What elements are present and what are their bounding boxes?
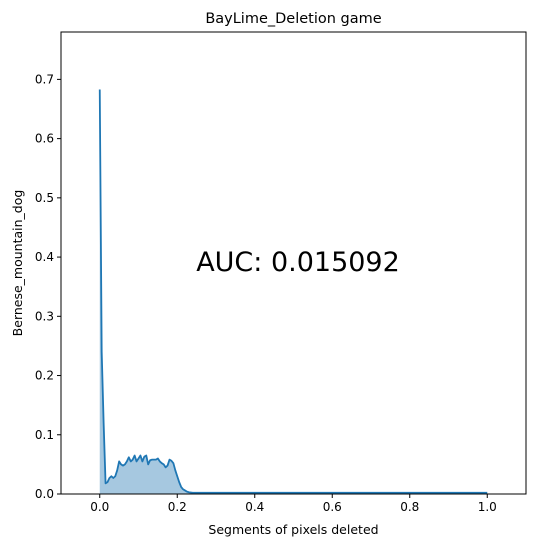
x-tick-label: 0.6 <box>323 500 342 514</box>
y-tick-label: 0.5 <box>35 191 54 205</box>
y-tick-label: 0.0 <box>35 487 54 501</box>
x-axis: 0.0 0.2 0.4 0.6 0.8 1.0 <box>90 494 497 514</box>
x-tick-label: 0.0 <box>90 500 109 514</box>
y-tick-label: 0.6 <box>35 132 54 146</box>
plot-frame <box>60 31 527 495</box>
x-tick-label: 0.8 <box>400 500 419 514</box>
y-tick-label: 0.7 <box>35 72 54 86</box>
chart-title: BayLime_Deletion game <box>205 11 381 27</box>
plot-area <box>98 89 488 494</box>
x-tick-label: 0.4 <box>245 500 264 514</box>
y-tick-label: 0.1 <box>35 428 54 442</box>
x-tick-label: 0.2 <box>168 500 187 514</box>
auc-annotation: AUC: 0.015092 <box>196 247 400 278</box>
x-tick-label: 1.0 <box>478 500 497 514</box>
y-tick-label: 0.2 <box>35 369 54 383</box>
y-tick-label: 0.4 <box>35 250 54 264</box>
y-axis-label: Bernese_mountain_dog <box>10 190 25 337</box>
x-axis-label: Segments of pixels deleted <box>208 522 378 537</box>
series-line <box>98 89 488 494</box>
y-tick-label: 0.3 <box>35 309 54 323</box>
y-axis: 0.0 0.1 0.2 0.3 0.4 0.5 0.6 0.7 <box>35 72 61 501</box>
